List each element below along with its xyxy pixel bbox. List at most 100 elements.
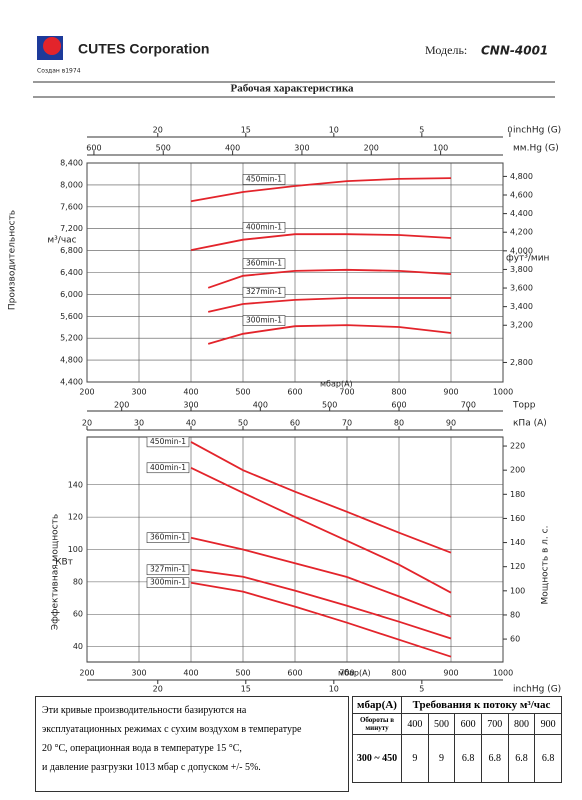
y2-tick-label: 100 <box>510 586 525 595</box>
y-tick-label: 100 <box>68 545 83 554</box>
y-axis-label: Производительность <box>8 210 18 310</box>
series-label-box <box>146 564 190 576</box>
y2-tick-label: 3,600 <box>510 284 533 293</box>
extra-axis-label: Торр <box>512 401 536 411</box>
extra-tick-label: 40 <box>186 419 196 428</box>
series-label-box <box>242 258 286 270</box>
series-line <box>207 268 452 289</box>
cell: 6.8 <box>534 734 562 783</box>
x-axis-label: мбар(A) <box>320 380 353 389</box>
cell: 700 <box>480 713 509 735</box>
y2-tick-label: 4,800 <box>510 172 533 181</box>
series-label-box <box>242 174 286 185</box>
y2-tick-label: 80 <box>510 610 520 619</box>
series-label-box <box>146 577 190 588</box>
x-tick-label: 200 <box>79 388 94 397</box>
x-tick-label: 900 <box>443 388 458 397</box>
y-tick-label: 6,400 <box>60 268 83 277</box>
y-tick-label: 4,400 <box>60 378 83 387</box>
y-tick-label: 8,000 <box>60 180 83 189</box>
x-tick-label: 700 <box>339 669 354 678</box>
extra-tick-label: 70 <box>342 419 352 428</box>
cell: Обороты в минуту <box>352 713 402 735</box>
extra-tick-label: 100 <box>433 144 448 153</box>
series-label: 360min-1 <box>246 259 282 268</box>
x-tick-label: 600 <box>287 388 302 397</box>
y2-tick-label: 4,400 <box>510 209 533 218</box>
series-line <box>208 297 451 313</box>
cell: 6.8 <box>454 734 482 783</box>
cell: 400 <box>401 713 429 735</box>
y2-tick-label: 4,200 <box>510 228 533 237</box>
series-label: 450min-1 <box>150 437 186 446</box>
note-line: Эти кривые производительности базируются… <box>42 705 247 716</box>
series-line <box>207 324 452 345</box>
series-line <box>190 568 452 640</box>
extra-axis-label: inchHg (G) <box>513 126 561 136</box>
extra-tick-label: 200 <box>114 401 129 410</box>
series-line <box>190 233 452 251</box>
x-tick-label: 1000 <box>493 388 513 397</box>
y2-tick-label: 2,800 <box>510 358 533 367</box>
extra-tick-label: 50 <box>238 419 248 428</box>
y-tick-label: 60 <box>73 610 83 619</box>
series-line <box>190 177 452 203</box>
cell: 800 <box>507 713 536 735</box>
y-tick-label: 6,000 <box>60 290 83 299</box>
x-axis-label: мбар(A) <box>338 669 371 678</box>
cell: 500 <box>427 713 456 735</box>
y-unit: м³/час <box>47 236 76 246</box>
y-tick-label: 5,200 <box>60 334 83 343</box>
th: мбар(A) <box>352 696 402 714</box>
extra-tick-label: 10 <box>329 685 339 694</box>
y-tick-label: 80 <box>73 577 83 586</box>
cell: 300 ~ 450 <box>352 734 402 783</box>
extra-tick-label: 400 <box>253 401 268 410</box>
extra-tick-label: 300 <box>294 144 309 153</box>
extra-tick-label: 20 <box>153 685 163 694</box>
extra-tick-label: 15 <box>241 126 251 135</box>
table: мбар(A) Требования к потоку м³/час Оборот… <box>352 696 562 783</box>
x-tick-label: 500 <box>235 669 250 678</box>
x-tick-label: 400 <box>183 669 198 678</box>
charts: CUTES Corporation Создан в1974 Модель: C… <box>8 36 561 695</box>
x-tick-label: 900 <box>443 669 458 678</box>
extra-axis-label: мм.Hg (G) <box>513 144 559 154</box>
extra-tick-label: 90 <box>446 419 456 428</box>
cell: 600 <box>454 713 482 735</box>
y2-tick-label: 200 <box>510 466 525 475</box>
note-line: эксплуатационных режимах с сухим воздухо… <box>42 724 302 735</box>
cell: 6.8 <box>480 734 509 783</box>
note: Эти кривые производительности базируются… <box>35 696 349 792</box>
model-label: Модель: <box>425 43 467 57</box>
logo-dot <box>43 37 61 55</box>
series-label-box <box>146 436 190 448</box>
x-tick-label: 700 <box>339 388 354 397</box>
extra-tick-label: 60 <box>290 419 300 428</box>
extra-tick-label: 200 <box>364 144 379 153</box>
series-label: 450min-1 <box>246 174 282 183</box>
y2-tick-label: 3,800 <box>510 265 533 274</box>
y-tick-label: 120 <box>68 513 83 522</box>
series-label: 300min-1 <box>246 316 282 325</box>
series-label: 360min-1 <box>150 533 186 542</box>
cell: 9 <box>427 734 456 783</box>
note-line: и давление разгрузки 1013 мбар с допуско… <box>42 762 261 773</box>
y2-tick-label: 4,600 <box>510 191 533 200</box>
extra-tick-label: 10 <box>329 126 339 135</box>
cell: 900 <box>534 713 562 735</box>
page-title: Рабочая характеристика <box>230 83 354 95</box>
model: CNN-4001 <box>481 44 548 58</box>
founded: Создан в1974 <box>37 68 81 75</box>
y-tick-label: 7,200 <box>60 224 83 233</box>
series-line <box>190 466 452 594</box>
y-tick-label: 140 <box>68 480 83 489</box>
series-label: 400min-1 <box>150 463 186 472</box>
x-tick-label: 200 <box>79 669 94 678</box>
x-tick-label: 1000 <box>493 669 513 678</box>
y2-tick-label: 120 <box>510 562 525 571</box>
y2-tick-label: 220 <box>510 442 525 451</box>
extra-tick-label: 5 <box>419 685 424 694</box>
y2-tick-label: 4,000 <box>510 246 533 255</box>
